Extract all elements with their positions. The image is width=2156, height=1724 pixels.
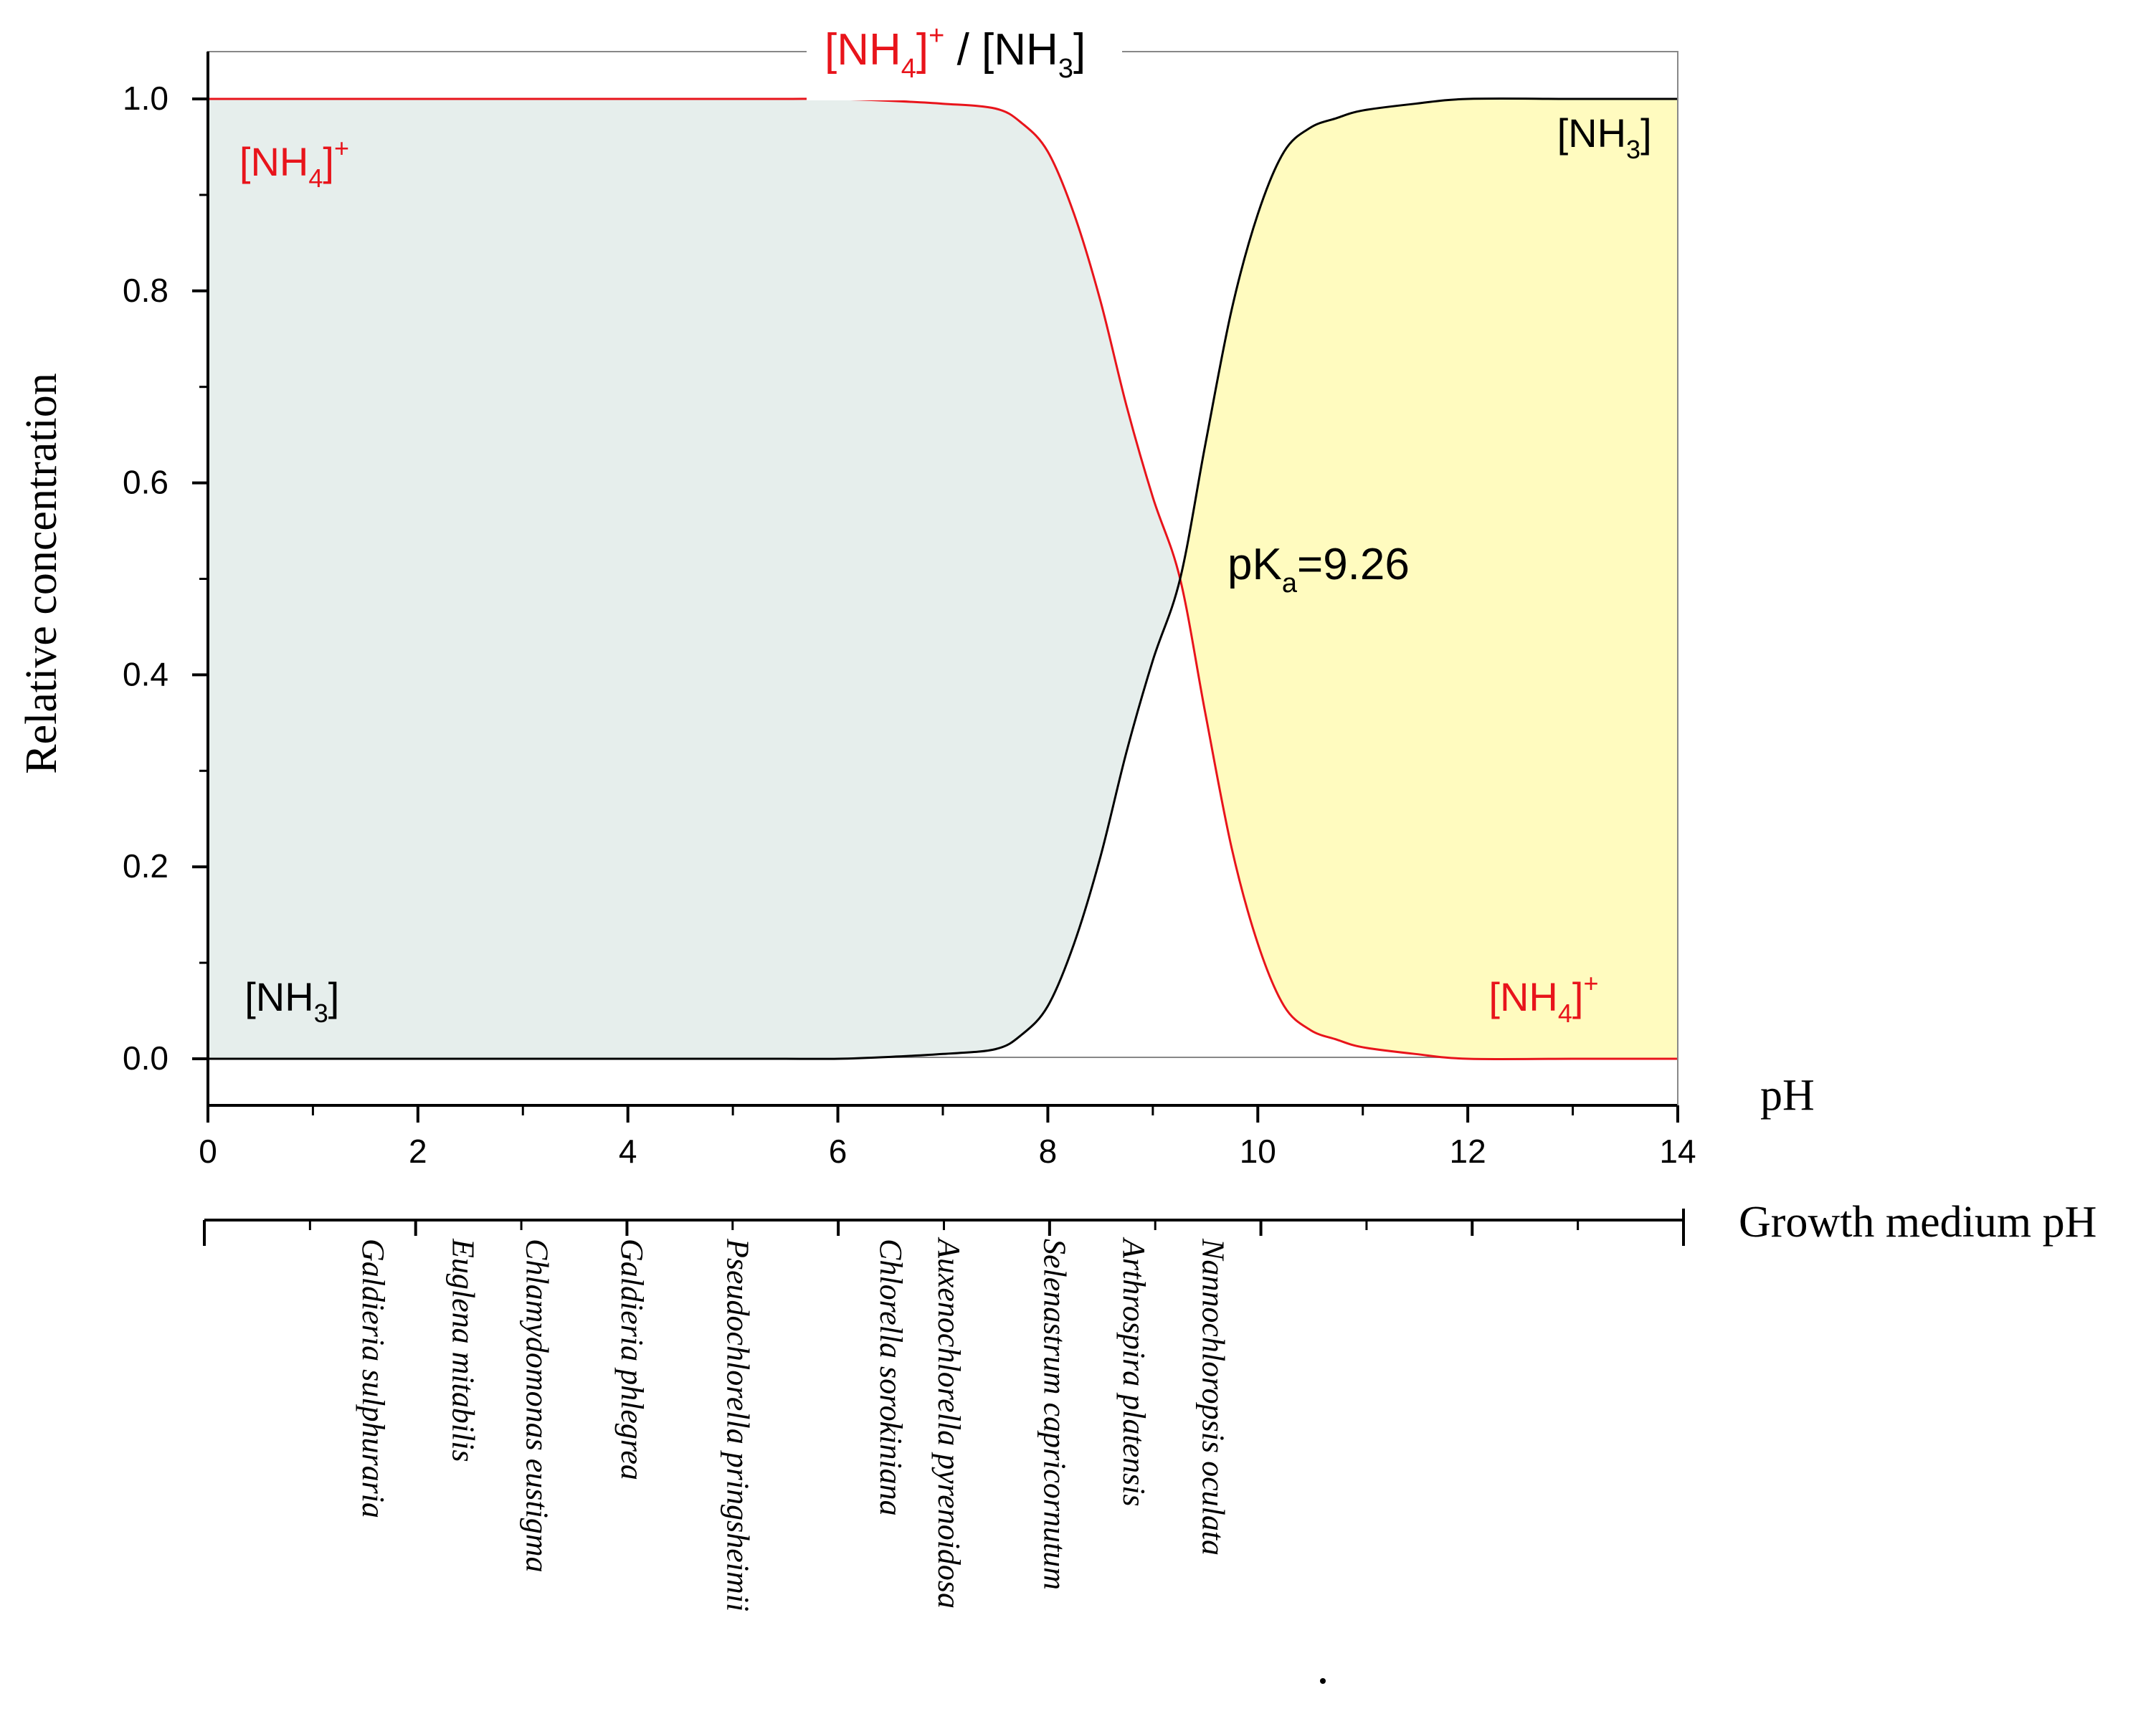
x-axis-title: pH xyxy=(1760,1071,1815,1120)
region-label: [NH3] xyxy=(1557,110,1652,164)
nh3-dominant-area xyxy=(1179,98,1678,1059)
x-tick-label: 10 xyxy=(1240,1133,1276,1170)
title-right-sub: 3 xyxy=(1058,54,1073,84)
species-label: Galdieria phlegrea xyxy=(614,1239,650,1480)
species-label: Pseudochlorella pringsheimii xyxy=(720,1238,755,1611)
y-axis-title: Relative concentration xyxy=(17,373,66,773)
x-tick-label: 12 xyxy=(1450,1133,1486,1170)
pka-label: pKa=9.26 xyxy=(1227,540,1410,599)
stray-dot xyxy=(1320,1678,1326,1684)
species-label: Selenastrum capricornutum xyxy=(1037,1239,1072,1590)
y-tick-label: 0.4 xyxy=(123,655,168,692)
species-label: Auxenochlorella pyrenoidosa xyxy=(931,1237,967,1609)
region-label: [NH4]+ xyxy=(239,133,349,193)
nh4-dominant-area xyxy=(208,98,1180,1059)
species-label: Chlamydomonas eustigma xyxy=(519,1239,554,1573)
series-line-nh4 xyxy=(208,97,1678,1060)
y-tick-label: 0.0 xyxy=(123,1039,168,1077)
series-line-nh3 xyxy=(207,97,1678,1060)
species-label: Nannochloropsis oculata xyxy=(1196,1238,1231,1556)
region-label: [NH3] xyxy=(244,974,339,1028)
x-tick-label: 4 xyxy=(619,1133,637,1170)
x-tick-label: 8 xyxy=(1039,1133,1058,1170)
species-labels: Galdieria sulphuraria Euglena mitabilis Ch… xyxy=(356,1237,1230,1611)
y-tick-label: 0.8 xyxy=(123,272,168,309)
title-left-ion: [NH xyxy=(825,25,901,75)
species-label: Chlorella sorokiniana xyxy=(873,1239,908,1516)
x-tick-label: 6 xyxy=(829,1133,847,1170)
species-label: Euglena mitabilis xyxy=(445,1238,480,1462)
y-tick-label: 0.2 xyxy=(123,847,168,885)
species-label: Arthrospira platensis xyxy=(1116,1237,1151,1507)
title-right-close: ] xyxy=(1073,25,1086,75)
x-tick-label: 0 xyxy=(199,1133,217,1170)
region-label: [NH4]+ xyxy=(1488,968,1598,1028)
growth-ph-axis xyxy=(203,1209,1685,1246)
title-left-sup: + xyxy=(929,21,944,51)
title-left-sub: 4 xyxy=(901,54,916,84)
concentration-curves xyxy=(207,97,1678,1060)
region-labels: [NH4]+ [NH3] [NH3] [NH4]+ xyxy=(239,110,1652,1028)
title-text: [NH4]+ / [NH3] xyxy=(825,21,1086,84)
pka-value: =9.26 xyxy=(1297,540,1410,589)
y-tick-label: 0.6 xyxy=(123,464,168,501)
y-tick-label: 1.0 xyxy=(123,80,168,117)
pka-sub: a xyxy=(1282,568,1298,599)
chart-title: [NH4]+ / [NH3] xyxy=(807,21,1122,100)
growth-axis-title: Growth medium pH xyxy=(1739,1198,2096,1247)
title-left-close: ] xyxy=(916,25,929,75)
pka-main: pK xyxy=(1227,540,1282,589)
title-separator: / xyxy=(944,25,982,75)
x-tick-label: 14 xyxy=(1659,1133,1696,1170)
x-axis: 0 2 4 6 8 10 12 14 xyxy=(199,52,1696,1170)
concentration-areas xyxy=(208,98,1678,1059)
title-backdrop xyxy=(807,32,1122,100)
title-right-ion: [NH xyxy=(982,25,1058,75)
x-tick-label: 2 xyxy=(409,1133,427,1170)
species-label: Galdieria sulphuraria xyxy=(356,1239,391,1518)
y-axis: 0.0 0.2 0.4 0.6 0.8 1.0 xyxy=(123,52,209,1106)
